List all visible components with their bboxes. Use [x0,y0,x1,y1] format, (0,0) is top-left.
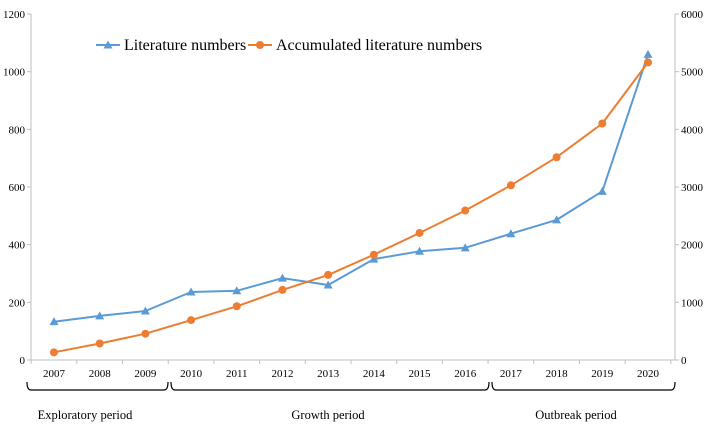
period-bracket [170,381,490,391]
data-point-circle [461,206,470,215]
period-growth: Growth period [170,381,490,422]
legend-label-literature: Literature numbers [124,37,246,54]
data-point-triangle [95,311,105,320]
data-point-triangle [597,186,607,195]
data-point-triangle [643,49,653,58]
x-tick-label: 2018 [546,368,569,380]
x-tick-label: 2020 [637,368,660,380]
x-tick-label: 2012 [271,368,293,380]
period-bracket [491,381,676,391]
period-outbreak: Outbreak period [491,381,676,422]
y-right-tick-label: 5000 [681,67,704,79]
data-point-circle [369,250,378,259]
series-layer [49,49,653,357]
data-point-triangle [506,229,516,238]
x-tick-label: 2010 [180,368,203,380]
legend-marker-accumulated [256,41,264,49]
data-point-triangle [277,273,287,282]
y-right-axis: 0 1000 2000 3000 4000 5000 6000 [675,9,704,367]
data-point-circle [598,119,607,128]
x-tick-label: 2011 [226,368,248,380]
data-point-triangle [140,306,150,315]
data-point-circle [644,58,652,67]
series-line [53,61,649,354]
axes [30,14,676,361]
period-bracket [26,381,169,391]
y-left-tick-label: 0 [20,355,26,367]
data-point-circle [415,228,424,237]
x-tick-label: 2013 [317,368,340,380]
y-right-tick-label: 1000 [681,297,704,309]
x-tick-label: 2007 [43,368,66,380]
data-point-circle [232,302,241,311]
series-line [53,54,649,323]
x-tick-label: 2019 [591,368,614,380]
data-point-circle [506,181,515,190]
data-point-circle [278,285,287,294]
y-left-tick-label: 800 [9,124,26,136]
y-left-tick-label: 600 [9,182,26,194]
data-point-triangle [232,286,242,295]
y-left-tick-label: 1000 [3,67,26,79]
data-point-circle [324,270,333,279]
x-tick-label: 2015 [409,368,432,380]
y-right-tick-label: 6000 [681,9,704,21]
y-left-tick-label: 400 [9,240,26,252]
data-point-circle [187,316,196,325]
data-point-triangle [323,280,333,289]
legend-label-accumulated: Accumulated literature numbers [276,37,482,54]
period-exploratory: Exploratory period [26,381,169,422]
data-point-circle [95,339,104,348]
legend: Literature numbers Accumulated literatur… [96,37,482,54]
y-right-tick-label: 3000 [681,182,704,194]
data-point-circle [552,153,561,162]
y-right-tick-label: 0 [681,355,687,367]
y-right-tick-label: 2000 [681,240,704,252]
data-point-triangle [552,215,562,224]
period-label: Growth period [291,408,365,422]
x-tick-label: 2014 [363,368,386,380]
data-point-triangle [49,317,59,326]
period-brackets: Exploratory period Growth period Outbreak … [26,381,676,422]
data-point-triangle [460,243,470,252]
period-label: Outbreak period [535,408,617,422]
x-tick-label: 2008 [89,368,112,380]
x-tick-label: 2017 [500,368,523,380]
y-right-tick-label: 4000 [681,124,704,136]
legend-marker-literature [103,40,113,49]
y-left-tick-label: 200 [9,297,26,309]
series-accumulated-literature-numbers [50,58,652,357]
y-left-axis: 0 200 400 600 800 1000 1200 [3,9,31,367]
x-axis: 2007 2008 2009 2010 2011 2012 2013 2014 2015 2016… [30,360,672,380]
data-point-circle [141,329,150,338]
series-literature-numbers [49,49,653,326]
y-left-tick-label: 1200 [3,9,26,21]
period-label: Exploratory period [38,408,134,422]
x-tick-label: 2009 [134,368,157,380]
data-point-circle [50,348,58,357]
data-point-triangle [186,287,196,296]
x-tick-label: 2016 [454,368,477,380]
data-point-triangle [415,246,425,255]
